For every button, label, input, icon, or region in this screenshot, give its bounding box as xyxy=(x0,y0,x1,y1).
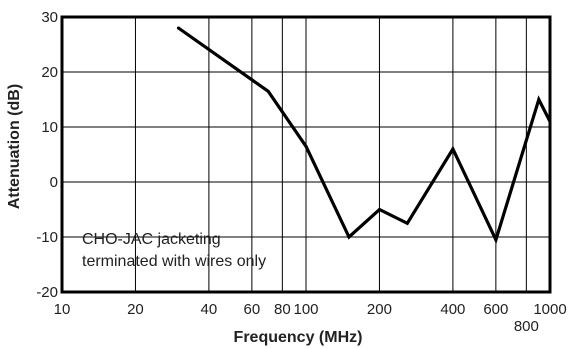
series-point xyxy=(347,235,351,239)
y-axis-label: Attenuation (dB) xyxy=(6,84,23,209)
series-point xyxy=(266,89,270,93)
y-tick-label: 20 xyxy=(41,64,58,81)
x-tick-label: 10 xyxy=(54,301,71,318)
series-point xyxy=(451,147,455,151)
y-tick-label: -10 xyxy=(36,229,58,246)
x-tick-label: 20 xyxy=(127,301,144,318)
y-tick-label: 0 xyxy=(50,174,58,191)
x-tick-label: 80 xyxy=(274,301,291,318)
annotation-line-2: terminated with wires only xyxy=(82,253,266,270)
grid xyxy=(62,17,550,292)
x-tick-label: 800 xyxy=(514,318,539,335)
series-point xyxy=(494,238,498,242)
y-tick-label: 10 xyxy=(41,119,58,136)
x-tick-label: 200 xyxy=(367,301,392,318)
series-point xyxy=(304,144,308,148)
plot-frame xyxy=(60,15,552,294)
series-point xyxy=(537,98,541,101)
x-tick-label: 600 xyxy=(483,301,508,318)
x-tick-label: 400 xyxy=(440,301,465,318)
data-layer xyxy=(176,26,552,245)
series-point xyxy=(405,221,409,225)
series-point xyxy=(548,120,552,123)
x-tick-label: 100 xyxy=(293,301,318,318)
x-axis-label: Frequency (MHz) xyxy=(234,329,363,346)
series-point xyxy=(377,208,381,211)
y-tick-label: -20 xyxy=(36,284,58,301)
y-tick-label: 30 xyxy=(41,9,58,26)
x-tick-label: 1000 xyxy=(533,301,566,318)
series-point xyxy=(176,26,180,30)
annotation-line-1: CHO-JAC jacketing xyxy=(82,231,221,248)
x-tick-label: 60 xyxy=(244,301,261,318)
x-tick-label: 40 xyxy=(201,301,218,318)
series-line xyxy=(177,26,552,245)
